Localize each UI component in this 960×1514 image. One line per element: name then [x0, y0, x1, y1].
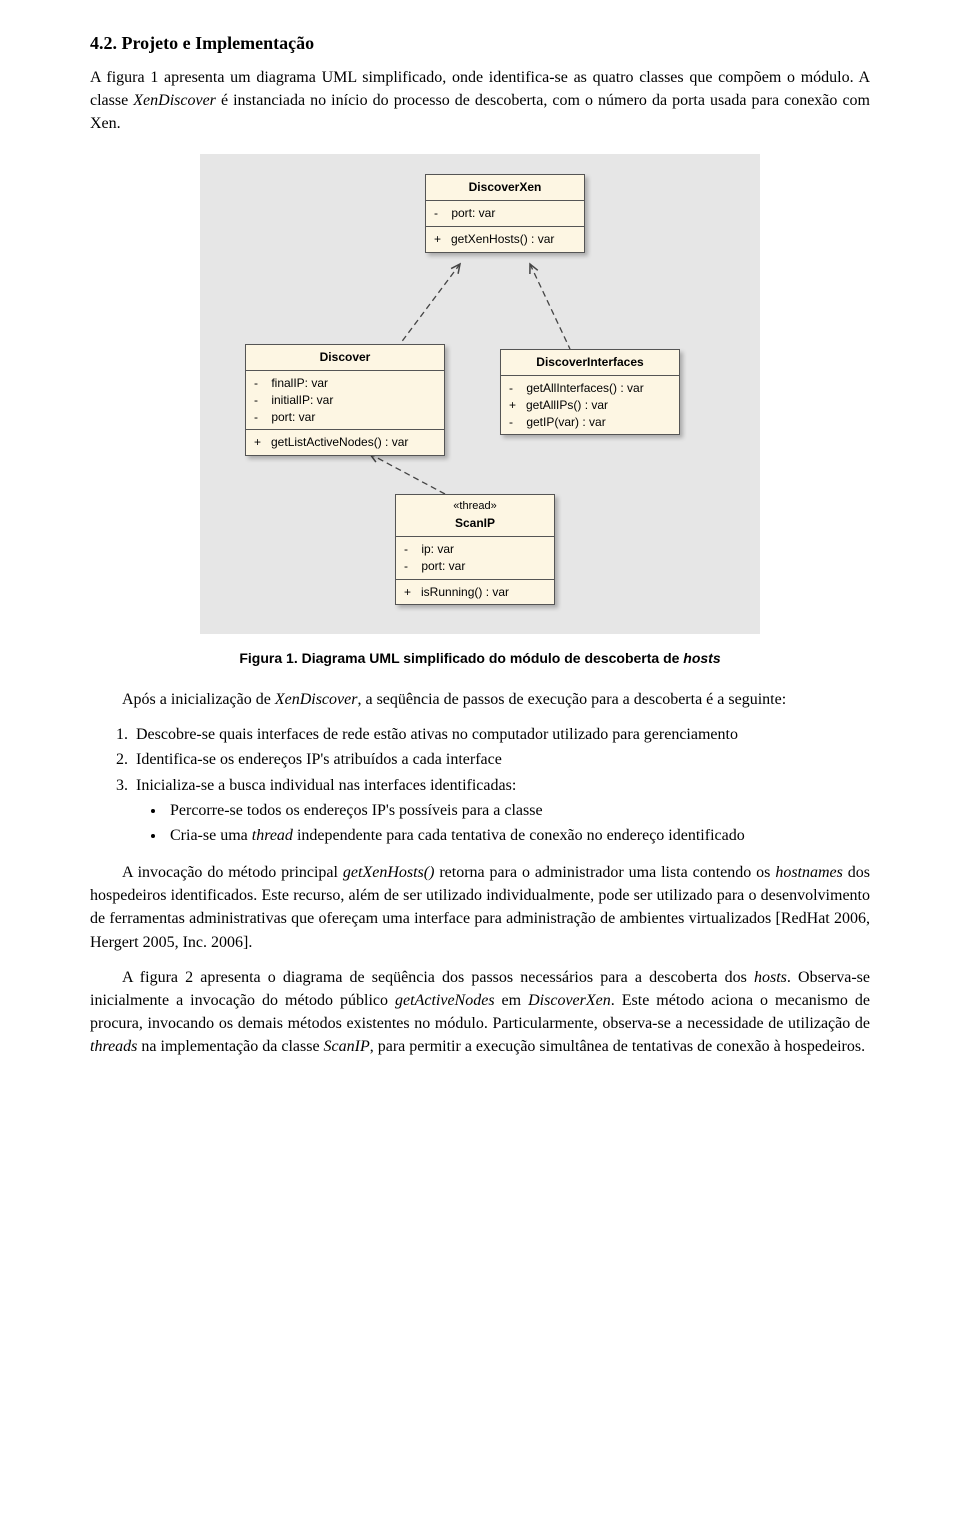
intro-paragraph: A figura 1 apresenta um diagrama UML sim…: [90, 66, 870, 136]
text: A figura 2 apresenta o diagrama de seqüê…: [122, 969, 754, 986]
class-name: ScanIP: [324, 1038, 370, 1055]
caption-em: hosts: [683, 650, 720, 666]
uml-class-discoverXen: DiscoverXen - port: var+ getXenHosts() : …: [425, 174, 585, 253]
text: Percorre-se todos os endereços IP's poss…: [170, 802, 543, 819]
uml-attributes: - port: var: [426, 201, 584, 227]
class-name: DiscoverXen: [528, 992, 611, 1009]
uml-class-discoverInterfaces: DiscoverInterfaces - getAllInterfaces() :…: [500, 349, 680, 436]
term: thread: [252, 827, 293, 844]
text: , para permitir a execução simultânea de…: [370, 1038, 865, 1055]
uml-class-title: DiscoverInterfaces: [501, 350, 679, 376]
after-figure-paragraph: Após a inicialização de XenDiscover, a s…: [90, 688, 870, 711]
caption-text: Figura 1. Diagrama UML simplificado do m…: [239, 650, 683, 666]
text: retorna para o administrador uma lista c…: [434, 864, 775, 881]
uml-operations: + getListActiveNodes() : var: [246, 430, 444, 455]
sub-bullets: Percorre-se todos os endereços IP's poss…: [166, 799, 870, 847]
uml-operations: + getXenHosts() : var: [426, 227, 584, 252]
method-name: getActiveNodes: [395, 992, 495, 1009]
step-item: Inicializa-se a busca individual nas int…: [132, 774, 870, 848]
uml-class-name: DiscoverXen: [469, 180, 542, 194]
hosts-paragraph: A invocação do método principal getXenHo…: [90, 861, 870, 954]
uml-class-title: Discover: [246, 345, 444, 371]
term: hostnames: [775, 864, 843, 881]
bullet-item: Cria-se uma thread independente para cad…: [166, 824, 870, 847]
figure-1-caption: Figura 1. Diagrama UML simplificado do m…: [90, 648, 870, 668]
method-name: getXenHosts(): [343, 864, 435, 881]
uml-attributes: - getAllInterfaces() : var + getAllIPs()…: [501, 376, 679, 434]
uml-diagram-canvas: DiscoverXen - port: var+ getXenHosts() : …: [200, 154, 760, 634]
text: , a seqüência de passos de execução para…: [357, 691, 786, 708]
section-heading: 4.2. Projeto e Implementação: [90, 30, 870, 56]
text: Cria-se uma: [170, 827, 252, 844]
uml-class-discover: Discover - finalIP: var - initialIP: var …: [245, 344, 445, 457]
text: na implementação da classe: [137, 1038, 323, 1055]
figure-1: DiscoverXen - port: var+ getXenHosts() : …: [90, 154, 870, 634]
step-item: Descobre-se quais interfaces de rede est…: [132, 723, 870, 746]
text: em: [495, 992, 529, 1009]
uml-attributes: - finalIP: var - initialIP: var - port: …: [246, 371, 444, 430]
term: hosts: [754, 969, 787, 986]
class-name: XenDiscover: [275, 691, 358, 708]
text: Após a inicialização de: [122, 691, 275, 708]
class-name: XenDiscover: [133, 92, 216, 109]
text: A invocação do método principal: [122, 864, 343, 881]
bullet-item: Percorre-se todos os endereços IP's poss…: [166, 799, 870, 822]
uml-class-name: DiscoverInterfaces: [536, 355, 643, 369]
uml-stereotype: «thread»: [402, 499, 548, 515]
term: threads: [90, 1038, 137, 1055]
uml-class-scanIP: «thread»ScanIP- ip: var - port: var+ isR…: [395, 494, 555, 606]
text: independente para cada tentativa de cone…: [293, 827, 745, 844]
uml-class-name: Discover: [320, 350, 371, 364]
steps-list: Descobre-se quais interfaces de rede est…: [132, 723, 870, 847]
uml-attributes: - ip: var - port: var: [396, 537, 554, 580]
figure2-paragraph: A figura 2 apresenta o diagrama de seqüê…: [90, 966, 870, 1059]
step-item: Identifica-se os endereços IP's atribuíd…: [132, 748, 870, 771]
uml-class-title: DiscoverXen: [426, 175, 584, 201]
uml-class-title: «thread»ScanIP: [396, 495, 554, 537]
uml-operations: + isRunning() : var: [396, 580, 554, 605]
uml-class-name: ScanIP: [455, 516, 495, 530]
